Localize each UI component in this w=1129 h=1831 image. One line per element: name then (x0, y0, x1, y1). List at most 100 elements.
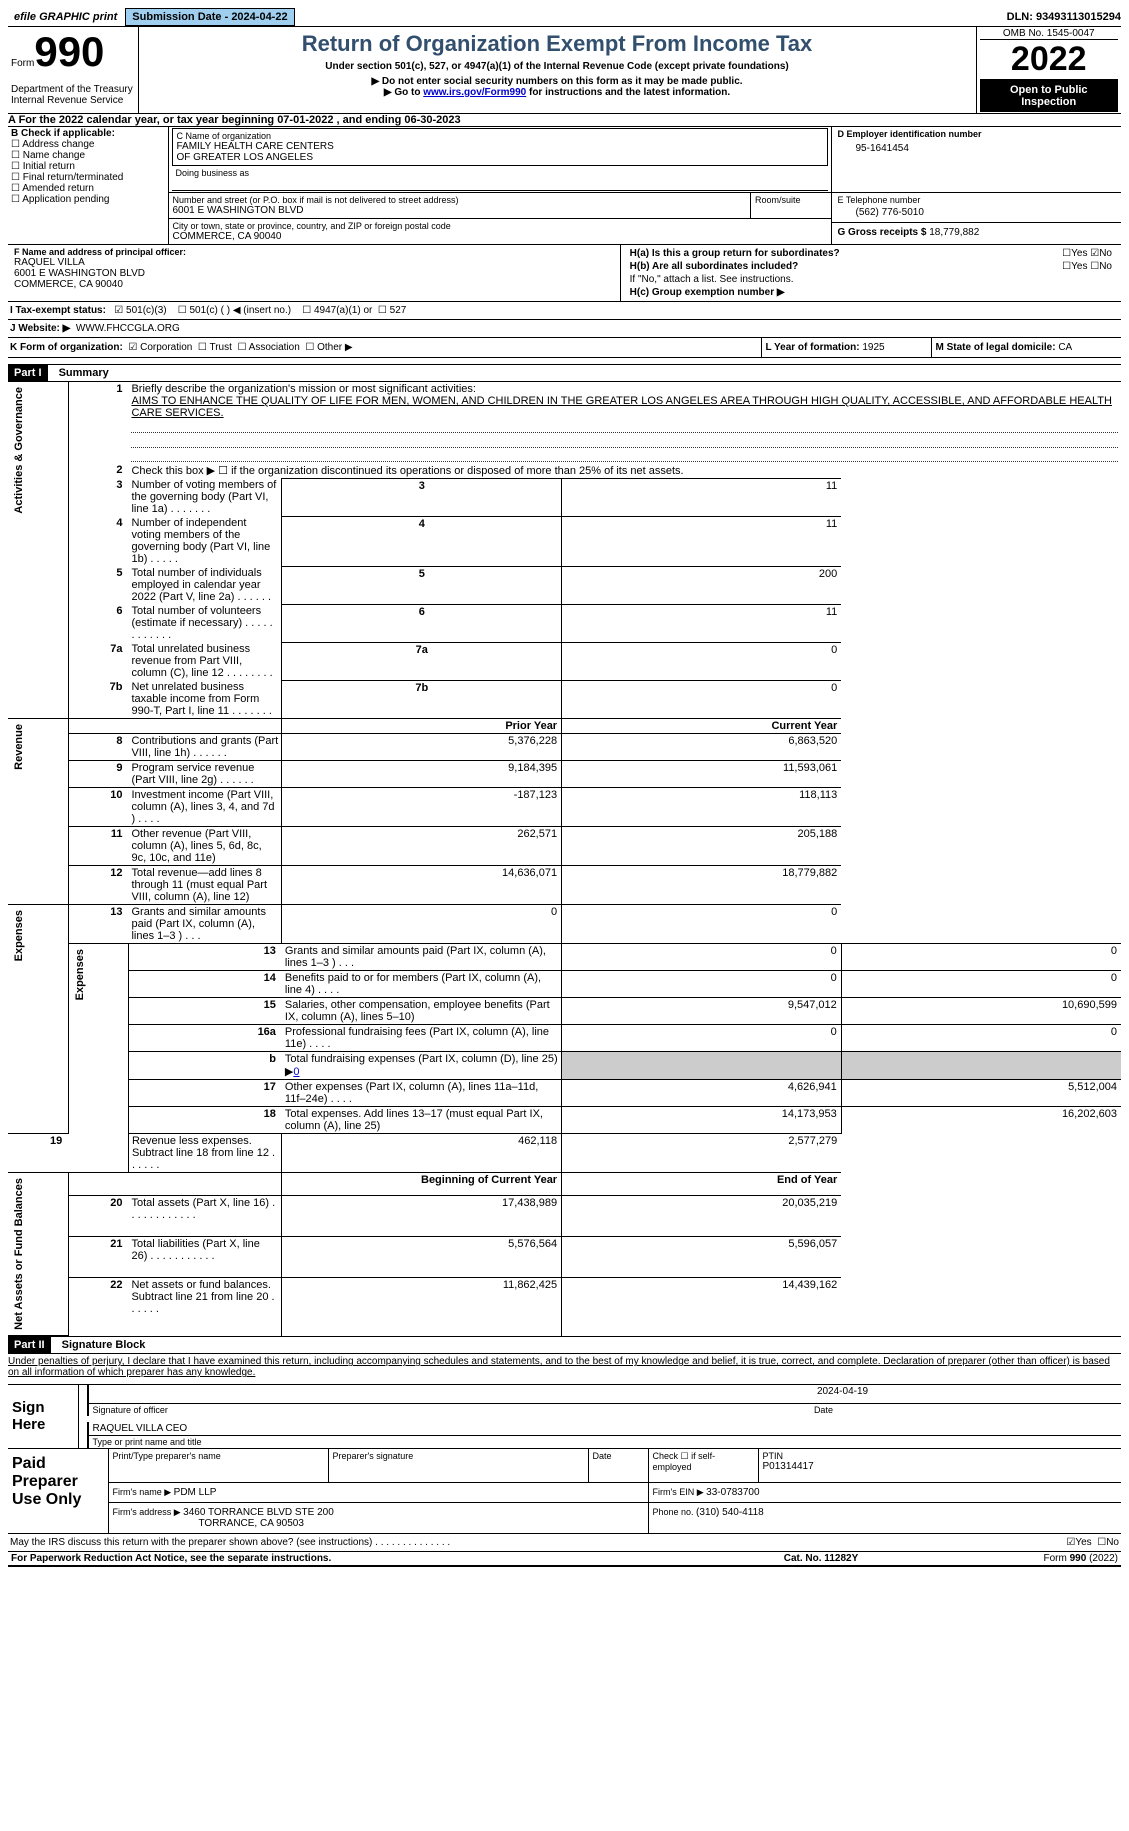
current-val: 6,863,520 (562, 734, 842, 761)
hb-yes[interactable]: Yes (1071, 261, 1087, 272)
omb: OMB No. 1545-0047 (980, 28, 1119, 40)
irs-link[interactable]: www.irs.gov/Form990 (423, 87, 526, 98)
chk-trust[interactable]: ☐ Trust (198, 342, 232, 353)
line-klm: K Form of organization: ☑ Corporation ☐ … (8, 337, 1121, 358)
box-d-label: D Employer identification number (838, 129, 1116, 139)
ag-row-val: 200 (562, 566, 842, 604)
hb-no[interactable]: No (1099, 261, 1112, 272)
paid-label: Paid Preparer Use Only (8, 1448, 108, 1533)
chk-amended[interactable]: ☐ Amended return (11, 183, 165, 194)
row-text: Salaries, other compensation, employee b… (282, 998, 562, 1025)
footer: For Paperwork Reduction Act Notice, see … (8, 1552, 1121, 1567)
discuss-yes[interactable]: Yes (1075, 1537, 1091, 1548)
form-number: 990 (34, 28, 104, 75)
line-l-label: L Year of formation: (766, 342, 863, 353)
row-text: Other revenue (Part VIII, column (A), li… (128, 827, 281, 866)
firm-ein: 33-0783700 (706, 1487, 759, 1498)
chk-initial[interactable]: ☐ Initial return (11, 161, 165, 172)
box-f-label: F Name and address of principal officer: (14, 247, 614, 257)
row-inline-val: 0 (293, 1066, 299, 1078)
officer-name: RAQUEL VILLA (14, 257, 614, 268)
side-expenses: Expenses (11, 906, 27, 965)
mission-text: AIMS TO ENHANCE THE QUALITY OF LIFE FOR … (131, 395, 1111, 419)
current-val: 0 (841, 1025, 1121, 1052)
r2-checkbox-line: Check this box ▶ ☐ if the organization d… (128, 463, 1121, 479)
ein: 95-1641454 (856, 143, 1116, 154)
chk-4947[interactable]: ☐ 4947(a)(1) or (302, 305, 372, 316)
prior-val: 5,576,564 (282, 1236, 562, 1277)
hb-label: H(b) Are all subordinates included? (630, 261, 799, 272)
org-name2: OF GREATER LOS ANGELES (177, 152, 823, 163)
line-m-label: M State of legal domicile: (936, 342, 1059, 353)
dba-label: Doing business as (176, 168, 824, 178)
tax-year: 2022 (980, 40, 1119, 80)
ag-row-text: Net unrelated business taxable income fr… (128, 680, 281, 719)
part1-table: Activities & Governance 1 Briefly descri… (8, 382, 1121, 1336)
ag-row-val: 11 (562, 516, 842, 566)
ag-row-text: Total unrelated business revenue from Pa… (128, 642, 281, 680)
chk-assoc[interactable]: ☐ Association (237, 342, 299, 353)
chk-other[interactable]: ☐ Other ▶ (305, 342, 352, 353)
row-text: Total revenue—add lines 8 through 11 (mu… (128, 866, 281, 905)
current-val: 10,690,599 (841, 998, 1121, 1025)
chk-527[interactable]: ☐ 527 (378, 305, 406, 316)
chk-corp[interactable]: ☑ Corporation (128, 342, 192, 353)
prior-val: 5,376,228 (282, 734, 562, 761)
discuss-no[interactable]: No (1106, 1537, 1119, 1548)
form-word: Form (11, 58, 34, 69)
current-val: 5,512,004 (841, 1080, 1121, 1107)
current-val: 2,577,279 (562, 1134, 842, 1173)
form-note1: ▶ Do not enter social security numbers o… (149, 76, 966, 87)
current-val: 11,593,061 (562, 761, 842, 788)
ag-row-text: Number of voting members of the governin… (128, 478, 281, 516)
col-end: End of Year (562, 1173, 842, 1196)
prior-val: 0 (282, 905, 562, 944)
city: COMMERCE, CA 90040 (173, 231, 827, 242)
r1-label: Briefly describe the organization's miss… (131, 383, 475, 395)
efile-label: efile GRAPHIC print (8, 9, 123, 25)
chk-address[interactable]: ☐ Address change (11, 139, 165, 150)
row-text: Revenue less expenses. Subtract line 18 … (128, 1134, 281, 1173)
line-i-label: I Tax-exempt status: (10, 305, 106, 316)
row-text: Total expenses. Add lines 13–17 (must eq… (282, 1107, 562, 1134)
chk-501c[interactable]: ☐ 501(c) ( ) ◀ (insert no.) (178, 305, 291, 316)
dept-irs: Internal Revenue Service (11, 95, 135, 106)
chk-name[interactable]: ☐ Name change (11, 150, 165, 161)
line-j-label: J Website: ▶ (10, 323, 70, 334)
current-val: 0 (562, 905, 842, 944)
ag-row-val: 11 (562, 478, 842, 516)
city-label: City or town, state or province, country… (173, 221, 827, 231)
chk-pending[interactable]: ☐ Application pending (11, 194, 165, 205)
current-val: 205,188 (562, 827, 842, 866)
row-text: Program service revenue (Part VIII, line… (128, 761, 281, 788)
officer-name-title: RAQUEL VILLA CEO (88, 1422, 1122, 1436)
prior-val: 14,173,953 (562, 1107, 842, 1134)
firm-addr-lbl: Firm's address ▶ (113, 1507, 184, 1517)
ha-yes[interactable]: Yes (1071, 248, 1087, 259)
open-inspection: Open to Public Inspection (980, 80, 1119, 112)
prep-name-lbl: Print/Type preparer's name (108, 1448, 328, 1482)
self-employed[interactable]: Check ☐ if self-employed (648, 1448, 758, 1482)
side-netassets: Net Assets or Fund Balances (11, 1174, 27, 1334)
firm-ein-lbl: Firm's EIN ▶ (653, 1487, 707, 1497)
chk-final[interactable]: ☐ Final return/terminated (11, 172, 165, 183)
ha-no[interactable]: No (1099, 248, 1112, 259)
row-text: Total fundraising expenses (Part IX, col… (285, 1053, 558, 1078)
line-a: A For the 2022 calendar year, or tax yea… (8, 113, 1121, 126)
discuss-text: May the IRS discuss this return with the… (10, 1537, 450, 1548)
prior-val: 11,862,425 (282, 1277, 562, 1335)
ha-label: H(a) Is this a group return for subordin… (630, 248, 840, 259)
ptin: P01314417 (763, 1461, 1118, 1472)
firm-name: PDM LLP (174, 1487, 217, 1498)
prior-val: 14,636,071 (282, 866, 562, 905)
col-begin: Beginning of Current Year (282, 1173, 562, 1196)
box-e-label: E Telephone number (838, 195, 1116, 205)
prior-val: 9,547,012 (562, 998, 842, 1025)
chk-501c3[interactable]: ☑ 501(c)(3) (114, 305, 166, 316)
row-text: Benefits paid to or for members (Part IX… (282, 971, 562, 998)
part2-num: Part II (8, 1337, 51, 1353)
ag-row-text: Number of independent voting members of … (128, 516, 281, 566)
prep-date-lbl: Date (588, 1448, 648, 1482)
perjury-decl: Under penalties of perjury, I declare th… (8, 1354, 1121, 1384)
state-domicile: CA (1058, 342, 1072, 353)
